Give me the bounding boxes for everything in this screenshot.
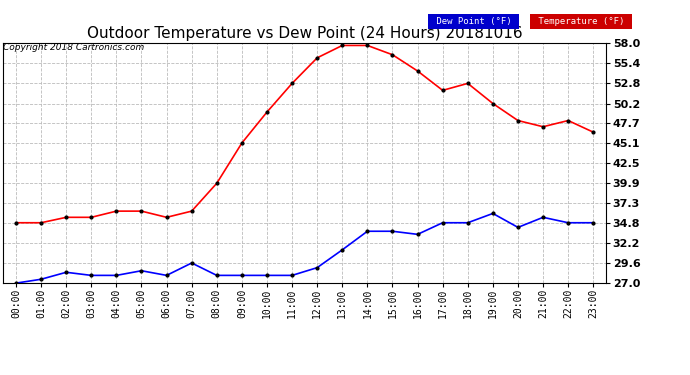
Title: Outdoor Temperature vs Dew Point (24 Hours) 20181016: Outdoor Temperature vs Dew Point (24 Hou…	[87, 26, 522, 40]
Text: Temperature (°F): Temperature (°F)	[533, 17, 629, 26]
Text: Dew Point (°F): Dew Point (°F)	[431, 17, 517, 26]
Text: Copyright 2018 Cartronics.com: Copyright 2018 Cartronics.com	[3, 43, 145, 52]
